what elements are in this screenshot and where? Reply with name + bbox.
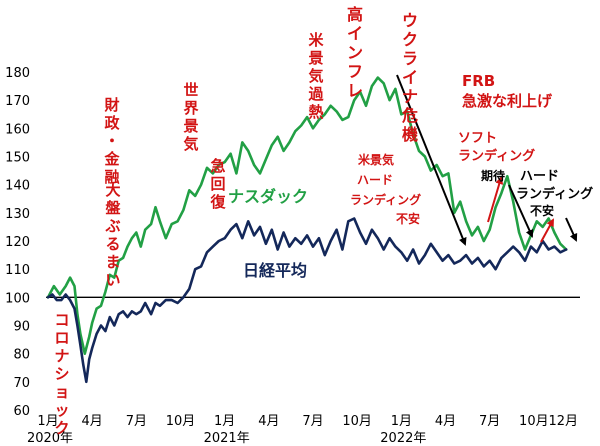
x-tick-label: 4月 (258, 414, 279, 429)
annotation-overheat-char: 過 (307, 85, 324, 103)
x-tick-label: 7月 (479, 414, 500, 429)
annotation-soft3: 期待 (481, 168, 505, 183)
annotation-fiscal-char: 財 (103, 96, 119, 114)
y-tick-label: 160 (5, 122, 30, 137)
annotation-hard1: ハード (520, 169, 559, 184)
annotation-ukraine-char: 機 (402, 125, 418, 144)
y-tick-label: 110 (5, 263, 30, 278)
annotation-sekai-char: 界 (183, 99, 198, 117)
y-tick-label: 90 (13, 320, 30, 335)
hard-landing-arrow-right (565, 217, 578, 242)
annotation-usecon4: 不安 (396, 211, 420, 226)
series-line-nasdaq (46, 76, 568, 355)
annotation-highinfl-char: レ (347, 81, 363, 100)
annotation-kyukaifuku-char: 回 (210, 175, 225, 193)
annotation-usecon2: ハード (357, 173, 393, 187)
annotation-highinfl-char: イ (347, 24, 363, 43)
annotation-ukraine-char: ク (402, 30, 418, 49)
annotation-ohburumai-char: い (105, 271, 120, 289)
series-label-nasdaq: ナスダック (228, 187, 308, 206)
annotation-hard3: 不安 (530, 203, 554, 218)
x-year-label: 2022年 (380, 431, 426, 446)
annotation-soft2: ランディング (458, 148, 535, 164)
annotation-overheat-char: 米 (308, 31, 324, 49)
annotation-highinfl-char: 高 (347, 5, 363, 24)
y-tick-label: 70 (13, 376, 30, 391)
x-tick-label: 10月 (519, 414, 549, 429)
annotation-highinfl-char: フ (347, 62, 363, 81)
annotation-ukraine-char: ラ (402, 49, 418, 68)
annotation-kyukaifuku-char: 急 (210, 157, 225, 175)
annotation-sekai-char: 気 (183, 135, 198, 153)
y-tick-label: 150 (5, 151, 30, 166)
annotation-overheat-char: 気 (308, 67, 323, 85)
annotation-corona-char: ロ (54, 329, 69, 347)
soft-landing-arrow (487, 176, 504, 223)
x-tick-label: 12月 (549, 414, 579, 429)
y-tick-label: 60 (13, 404, 30, 419)
y-tick-label: 120 (5, 235, 30, 250)
series-label-nikkei: 日経平均 (243, 261, 307, 280)
annotation-ohburumai-char: 大 (105, 181, 120, 199)
annotation-ohburumai-char: 盤 (104, 199, 121, 217)
series-layer (46, 76, 568, 384)
x-tick-label: 4月 (82, 414, 103, 429)
y-tick-label: 80 (13, 348, 30, 363)
y-tick-label: 180 (5, 66, 30, 81)
annotation-ukraine-char: ウ (402, 11, 418, 30)
annotation-sekai-char: 景 (183, 117, 198, 135)
series-line-nikkei (46, 217, 568, 384)
x-tick-label: 7月 (126, 414, 147, 429)
annotation-ukraine-char: ナ (402, 87, 418, 106)
annotation-overheat-char: 熱 (308, 103, 323, 121)
y-tick-label: 140 (5, 179, 30, 194)
annotation-corona-char: シ (54, 365, 69, 383)
x-axis-ticks: 1月 2020年 4月 7月 10月 1月 2021年 4月 7月 10月 1月 2022年 4月 7月 1… (27, 414, 578, 446)
annotation-corona-char: ッ (54, 401, 69, 419)
annotation-highinfl-char: ン (347, 43, 363, 62)
x-tick-label: 10月 (166, 414, 196, 429)
annotation-ohburumai-char: る (105, 235, 120, 253)
annotation-frb1: FRB (462, 72, 495, 90)
annotation-usecon3: ランディング (350, 192, 421, 207)
x-tick-label: 7月 (302, 414, 323, 429)
y-tick-label: 170 (5, 94, 30, 109)
annotation-fiscal-char: 金 (103, 150, 120, 168)
annotation-overheat-char: 景 (308, 49, 323, 67)
annotation-hard2: ランディング (516, 186, 593, 202)
x-tick-label: 10月 (342, 414, 372, 429)
annotation-sekai-char: 世 (183, 81, 198, 99)
x-year-label: 2020年 (27, 431, 73, 446)
annotation-corona-char: ョ (54, 383, 69, 401)
annotation-corona-char: ナ (54, 347, 69, 365)
x-tick-label: 1月 (214, 414, 235, 429)
annotation-frb2: 急激な利上げ (462, 92, 553, 110)
annotation-corona-char: コ (54, 311, 69, 329)
ukraine-arrow (396, 74, 467, 246)
annotation-ohburumai-char: ま (105, 253, 120, 271)
y-tick-label: 130 (5, 207, 30, 222)
annotation-ohburumai-char: ぶ (104, 217, 120, 235)
annotation-usecon1: 米景気 (358, 152, 394, 167)
annotation-ukraine-char: イ (402, 68, 418, 87)
annotation-soft1: ソフト (458, 131, 497, 146)
y-axis-ticks: 60 70 80 90 100 110 120 130 140 150 160 170 180 (5, 66, 30, 419)
x-tick-label: 1月 (391, 414, 412, 429)
hard-landing-arrow-red (540, 218, 554, 243)
annotation-ukraine-char: 危 (402, 106, 418, 125)
y-tick-label: 100 (5, 291, 30, 306)
annotation-kyukaifuku-char: 復 (209, 193, 226, 211)
x-tick-label: 1月 (37, 414, 58, 429)
annotation-fiscal-char: 融 (104, 168, 119, 186)
annotation-fiscal-char: ・ (104, 132, 119, 150)
annotation-corona-char: ク (54, 419, 69, 437)
annotations: コロナショック財政・金融大盤ぶるまい世界景気急回復米景気過熱高インフレウクライナ… (54, 5, 593, 437)
hard-landing-arrow-black (508, 184, 534, 238)
x-year-label: 2021年 (204, 431, 250, 446)
annotation-fiscal-char: 政 (104, 114, 120, 132)
x-tick-label: 4月 (435, 414, 456, 429)
